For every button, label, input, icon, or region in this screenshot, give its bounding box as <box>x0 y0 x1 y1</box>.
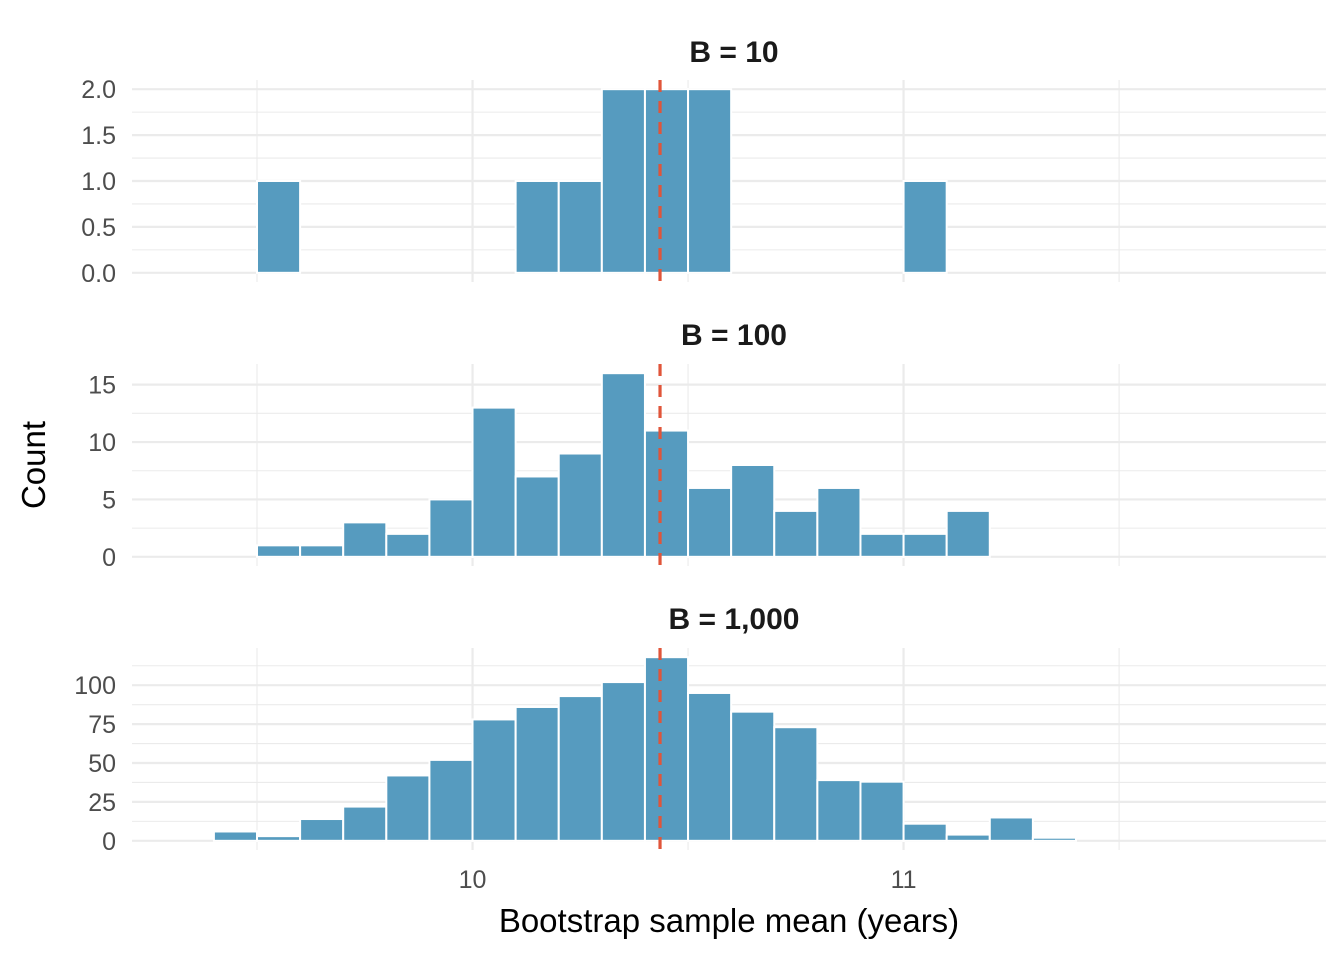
histogram-bar <box>988 816 1034 842</box>
facet-title: B = 100 <box>681 319 787 352</box>
histogram-bar <box>687 486 733 558</box>
histogram-bar <box>600 681 646 842</box>
y-tick-label: 15 <box>88 372 116 400</box>
histogram-bar <box>385 774 431 842</box>
histogram-bar <box>212 830 259 842</box>
histogram-bar <box>945 509 991 558</box>
histogram-bar <box>342 521 388 558</box>
histogram-bar <box>299 818 345 842</box>
histogram-bar <box>773 726 819 842</box>
y-tick-label: 0 <box>102 544 116 572</box>
y-tick-label: 1.5 <box>81 122 116 150</box>
histogram-bar <box>471 718 517 842</box>
y-tick-label: 100 <box>74 672 116 700</box>
histogram-bar <box>428 758 474 842</box>
histogram-bar <box>256 180 302 274</box>
histogram-bar <box>299 544 345 558</box>
histogram-bar <box>1031 836 1077 842</box>
x-axis-title: Bootstrap sample mean (years) <box>499 902 959 939</box>
x-tick-label: 11 <box>891 866 917 894</box>
histogram-bar <box>687 88 733 274</box>
histogram-bar <box>643 656 690 842</box>
y-tick-label: 0.0 <box>81 260 116 288</box>
y-tick-label: 75 <box>88 711 116 739</box>
histogram-bar <box>816 779 862 842</box>
y-tick-label: 5 <box>102 486 116 514</box>
histogram-bar <box>600 88 646 274</box>
y-tick-label: 25 <box>88 789 116 817</box>
histogram-bar <box>730 464 776 558</box>
histogram-bar <box>342 805 388 842</box>
y-tick-label: 2.0 <box>81 76 116 104</box>
histogram-bar <box>902 532 948 558</box>
facet-panel-3: 0 25 50 75 100 B = 1,000 <box>74 603 1326 856</box>
histogram-bar <box>514 180 560 274</box>
y-axis-title: Count <box>15 421 52 509</box>
histogram-bar <box>600 372 646 558</box>
histogram-bar <box>816 486 862 558</box>
histogram-bar <box>256 544 302 558</box>
histogram-bar <box>859 780 905 842</box>
histogram-bar <box>773 509 819 558</box>
x-tick-label: 10 <box>459 866 487 894</box>
histogram-bar <box>902 180 948 274</box>
y-tick-label: 10 <box>88 429 116 457</box>
histogram-bar <box>643 88 690 274</box>
y-tick-label: 1.0 <box>81 168 116 196</box>
histogram-bar <box>687 691 733 842</box>
histogram-bar <box>730 710 776 842</box>
histogram-bar <box>385 532 431 558</box>
histogram-bar <box>643 429 690 558</box>
histogram-bar <box>428 498 474 558</box>
histogram-bar <box>557 695 603 842</box>
y-tick-label: 50 <box>88 750 116 778</box>
y-tick-label: 0 <box>102 828 116 856</box>
facet-title: B = 1,000 <box>669 603 800 636</box>
histogram-bar <box>514 705 560 842</box>
histogram-bar <box>557 452 603 558</box>
histogram-bar <box>514 475 560 558</box>
histogram-bar <box>256 835 302 842</box>
histogram-bar <box>471 406 517 558</box>
histogram-bar <box>557 180 603 274</box>
facet-panel-2: 0 5 10 15 B = 100 <box>88 319 1326 572</box>
histogram-bar <box>902 822 948 842</box>
facet-title: B = 10 <box>689 36 778 69</box>
histogram-bar <box>945 833 991 842</box>
y-tick-label: 0.5 <box>81 214 116 242</box>
histogram-bar <box>859 532 905 558</box>
facet-panel-1: 0.0 0.5 1.0 1.5 2.0 B = 10 <box>81 36 1326 288</box>
